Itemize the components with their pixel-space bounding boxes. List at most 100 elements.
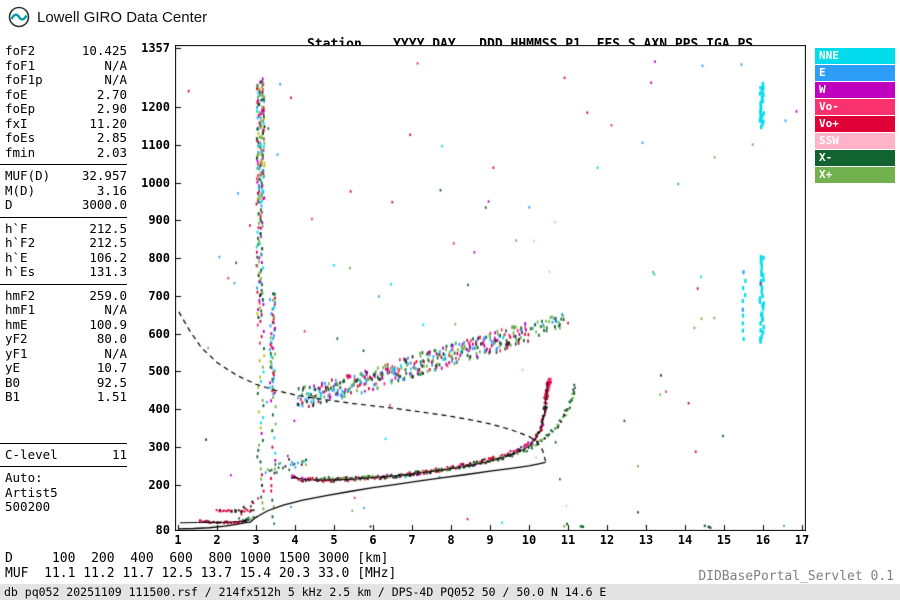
param-value: 212.5	[89, 220, 127, 236]
param-row: h`F2 212.5	[5, 235, 127, 251]
legend-item-nne: NNE	[815, 48, 895, 64]
legend-item-x: X+	[815, 167, 895, 183]
param-label: foE	[5, 86, 28, 102]
param-value: N/A	[104, 345, 127, 361]
y-tick-label: 1100	[141, 138, 170, 152]
param-line: Artist5	[5, 484, 58, 500]
status-bar: db pq052 20251109 111500.rsf / 214fx512h…	[0, 584, 900, 600]
page-title: Lowell GIRO Data Center	[37, 8, 208, 26]
param-value: 259.0	[89, 287, 127, 303]
param-label: h`Es	[5, 264, 36, 279]
param-label: yE	[5, 360, 21, 375]
y-tick-label: 200	[148, 477, 170, 492]
param-value: N/A	[104, 302, 127, 317]
param-row: yE 10.7	[5, 360, 127, 376]
param-value: 100.9	[89, 316, 127, 332]
x-tick-label: 8	[447, 533, 455, 547]
param-row: hmF2 259.0	[5, 287, 127, 304]
param-value: 10.425	[81, 43, 127, 58]
param-label: B0	[5, 374, 21, 390]
param-row: D 3000.0	[5, 197, 127, 213]
x-tick-label: 11	[560, 533, 576, 547]
param-row: foEs 2.85	[5, 130, 127, 146]
param-value: 3000.0	[81, 197, 127, 212]
param-row: yF2 80.0	[5, 331, 127, 347]
param-row: foF2 10.425	[5, 43, 127, 59]
x-tick-label: 2	[213, 533, 221, 547]
x-tick-label: 12	[599, 533, 615, 547]
panel-separator	[0, 442, 127, 444]
param-value: 212.5	[89, 235, 127, 250]
param-label: foF1p	[5, 72, 43, 87]
legend-item-ssw: SSW	[815, 133, 895, 149]
param-label: h`F	[5, 220, 28, 236]
param-label: h`F2	[5, 235, 36, 250]
param-row: h`Es 131.3	[5, 264, 127, 280]
y-tick-label: 1200	[141, 100, 170, 115]
param-value: 10.7	[96, 360, 127, 375]
param-label: B1	[5, 389, 21, 404]
legend: NNE E W Vo- Vo+ SSW X- X+	[815, 48, 895, 184]
param-label: foEs	[5, 130, 36, 145]
param-value: 2.70	[96, 86, 127, 102]
param-label: fmin	[5, 144, 36, 160]
param-value: 1.51	[96, 389, 127, 404]
y-tick-label: 1000	[141, 175, 170, 190]
param-row: foE 2.70	[5, 86, 127, 103]
param-row: B1 1.51	[5, 389, 127, 405]
param-line: Auto:	[5, 470, 43, 485]
param-label: foF2	[5, 43, 36, 58]
x-axis-labels: 1 2 3 4 5 6 7 8 9 10 11 12 13 14 15 16 17	[174, 533, 815, 547]
y-tick-label: 500	[148, 364, 170, 379]
param-row: foEp 2.90	[5, 101, 127, 117]
param-label: hmE	[5, 316, 28, 332]
y-tick-label: 600	[148, 326, 170, 341]
param-value: 106.2	[89, 249, 127, 265]
param-value: 11	[111, 446, 127, 462]
param-value: 80.0	[96, 331, 127, 346]
x-tick-label: 6	[369, 533, 377, 547]
y-tick-label: 1357	[141, 41, 170, 55]
param-line: 500200	[5, 499, 51, 514]
panel-separator	[0, 283, 127, 285]
panel-separator	[0, 164, 127, 165]
x-tick-label: 7	[408, 533, 416, 547]
x-tick-label: 17	[794, 533, 810, 547]
param-row: C-level 11	[5, 446, 127, 463]
param-label: yF1	[5, 345, 28, 361]
param-value: 2.03	[96, 144, 127, 160]
x-tick-label: 13	[638, 533, 654, 547]
y-tick-label: 80	[155, 523, 170, 537]
param-row: h`F 212.5	[5, 220, 127, 237]
param-label: C-level	[5, 446, 58, 462]
y-tick-label: 300	[148, 439, 170, 454]
x-tick-label: 14	[677, 533, 693, 547]
param-row: MUF(D) 32.957	[5, 168, 127, 184]
x-tick-label: 5	[330, 533, 338, 547]
param-label: M(D)	[5, 182, 36, 198]
param-value: 32.957	[81, 168, 127, 183]
param-row: foF1p N/A	[5, 72, 127, 88]
param-row: fmin 2.03	[5, 144, 127, 161]
muf-row: MUF 11.1 11.2 11.7 12.5 13.7 15.4 20.3 3…	[5, 566, 397, 581]
param-value: 131.3	[89, 264, 127, 279]
param-label: fxI	[5, 115, 28, 131]
x-tick-label: 1	[174, 533, 182, 547]
y-tick-label: 400	[148, 402, 170, 417]
parameter-panel: foF2 10.425 foF1 N/A foF1p N/A foE 2.70 foEp 2.90…	[0, 43, 127, 515]
param-value: N/A	[104, 72, 127, 87]
legend-item-vo: Vo+	[815, 116, 895, 132]
param-row: yF1 N/A	[5, 345, 127, 362]
param-row: B0 92.5	[5, 374, 127, 391]
servlet-version: DIDBasePortal_Servlet 0.1	[698, 569, 894, 584]
param-value: N/A	[104, 57, 127, 73]
x-tick-label: 3	[252, 533, 260, 547]
panel-separator	[0, 466, 127, 467]
brand: Lowell GIRO Data Center	[8, 6, 207, 28]
param-label: h`E	[5, 249, 28, 265]
x-tick-label: 16	[755, 533, 771, 547]
giro-logo-icon	[8, 6, 30, 28]
param-label: foEp	[5, 101, 36, 116]
param-value: 2.85	[96, 130, 127, 145]
x-tick-label: 9	[486, 533, 494, 547]
